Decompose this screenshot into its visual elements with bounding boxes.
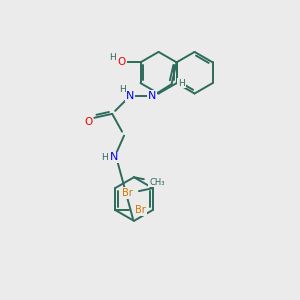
Text: H: H xyxy=(178,79,185,88)
Text: Br: Br xyxy=(122,188,133,198)
Text: H: H xyxy=(119,85,125,94)
Text: H: H xyxy=(101,153,108,162)
Text: O: O xyxy=(118,57,126,67)
Text: O: O xyxy=(84,117,92,127)
Text: N: N xyxy=(148,91,156,101)
Text: Br: Br xyxy=(136,205,146,215)
Text: N: N xyxy=(110,152,118,162)
Text: CH₃: CH₃ xyxy=(149,178,164,187)
Text: N: N xyxy=(126,91,134,101)
Text: H: H xyxy=(110,53,116,62)
